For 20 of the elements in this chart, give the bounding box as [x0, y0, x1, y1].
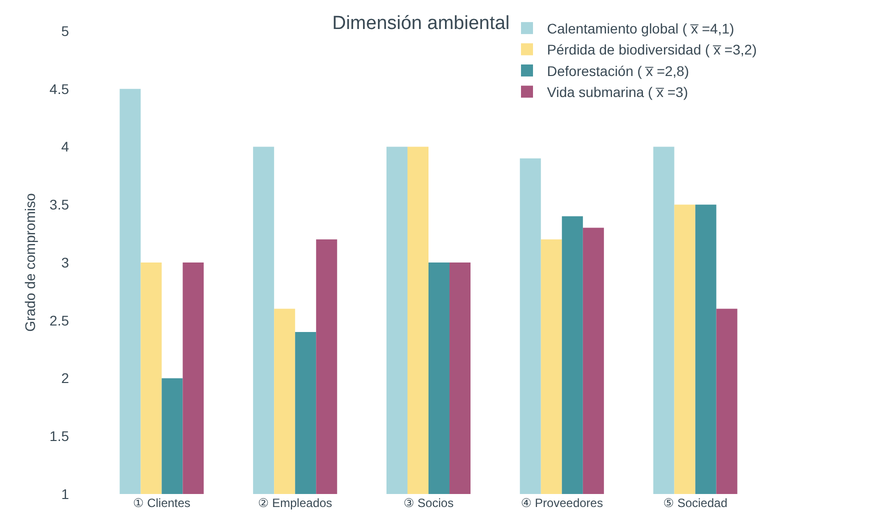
x-tick-label: ③ Socios	[403, 496, 454, 510]
y-tick-label: 2.5	[50, 312, 70, 328]
legend-label: Calentamiento global ( x̅ =4,1)	[547, 20, 734, 37]
legend-label: Pérdida de biodiversidad ( x̅ =3,2)	[547, 42, 757, 58]
y-axis-title: Grado de compromiso	[22, 193, 38, 332]
y-tick-label: 5	[61, 22, 70, 39]
x-tick-label: ① Clientes	[132, 496, 190, 510]
legend-label: Deforestación ( x̅ =2,8)	[547, 62, 690, 79]
chart-title: Dimensión ambiental	[332, 12, 510, 34]
x-tick-label: ④ Proveedores	[520, 496, 603, 510]
y-tick-label: 3	[61, 254, 70, 270]
y-tick-label: 4.5	[50, 80, 70, 97]
x-tick-label: ② Empleados	[258, 496, 332, 510]
x-tick-label: ⑤ Sociedad	[663, 496, 728, 510]
y-tick-label: 1.5	[50, 428, 70, 444]
y-tick-label: 3.5	[50, 196, 70, 213]
y-tick-label: 2	[61, 370, 70, 386]
legend-label: Vida submarina ( x̅ =3)	[547, 84, 688, 100]
y-tick-label: 1	[61, 486, 70, 502]
y-tick-label: 4	[61, 138, 70, 155]
